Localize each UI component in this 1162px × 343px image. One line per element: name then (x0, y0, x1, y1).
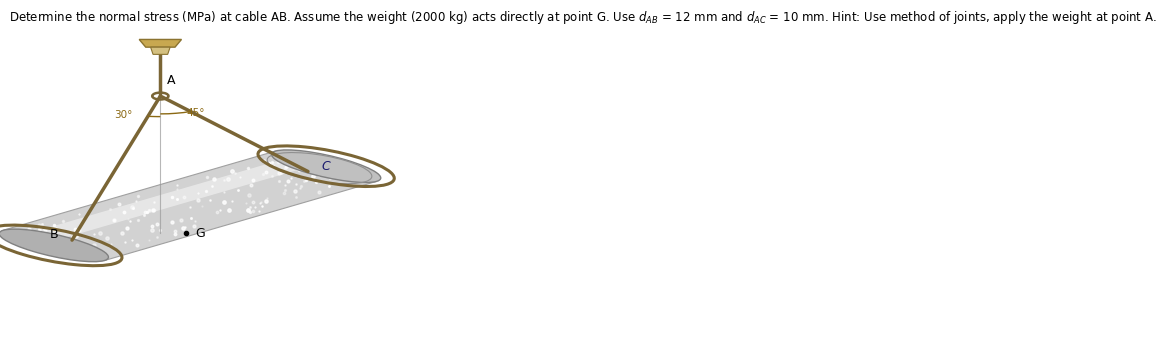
Text: A: A (167, 74, 175, 87)
Polygon shape (3, 151, 376, 261)
Text: C: C (322, 160, 331, 173)
Text: G: G (195, 227, 205, 240)
Text: Determine the normal stress (MPa) at cable AB. Assume the weight (2000 kg) acts : Determine the normal stress (MPa) at cab… (9, 9, 1157, 26)
Text: 45°: 45° (186, 108, 205, 118)
Text: 30°: 30° (114, 110, 132, 120)
Text: B: B (50, 228, 58, 241)
Ellipse shape (0, 229, 108, 262)
Polygon shape (151, 47, 170, 54)
Ellipse shape (272, 150, 381, 182)
Polygon shape (139, 39, 181, 47)
Polygon shape (21, 156, 318, 243)
